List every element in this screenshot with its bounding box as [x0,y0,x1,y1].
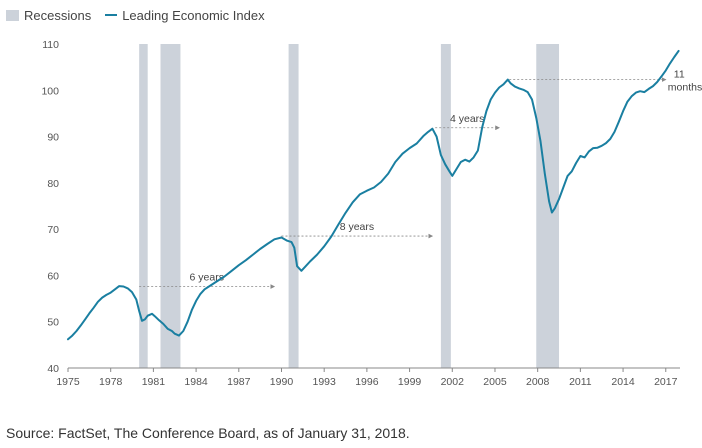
x-tick-label: 1975 [56,376,80,388]
y-tick-label: 70 [47,224,59,236]
y-tick-label: 50 [47,317,59,329]
x-tick-label: 2002 [441,376,465,388]
recession-band [536,44,560,368]
x-tick-label: 2017 [654,376,678,388]
x-tick-label: 2008 [526,376,550,388]
y-tick-label: 90 [47,132,59,144]
lei-series-line [67,49,680,341]
lei-swatch [105,14,118,16]
y-tick-label: 100 [41,85,59,97]
x-tick-label: 2011 [569,376,592,388]
annotation-label: 11 months [668,69,702,94]
recession-band [440,44,451,368]
source-note: Source: FactSet, The Conference Board, a… [6,425,410,441]
series-group [67,49,680,341]
x-tick-label: 1999 [398,376,422,388]
x-tick-label: 2005 [483,376,507,388]
y-tick-label: 110 [42,39,59,51]
x-tick-label: 1993 [313,376,337,388]
recession-band [288,44,299,368]
legend: Recessions Leading Economic Index [6,4,265,26]
x-tick-label: 1996 [355,376,379,388]
annotations: 6 years 8 years 4 years 11 months [139,69,702,289]
x-tick-label: 1978 [99,376,123,388]
axes: 1975 1978 1981 1984 1987 1990 1993 1996 1999 2002… [41,39,680,388]
annotation-label: 4 years [450,113,484,125]
x-tick-label: 1987 [227,376,251,388]
x-tick-label: 1990 [270,376,294,388]
legend-item-recessions: Recessions [6,8,91,23]
y-tick-label: 60 [47,270,59,282]
x-tick-label: 1984 [184,376,208,388]
annotation-label: 8 years [340,221,374,233]
y-tick-label: 80 [47,178,59,190]
x-tick-label: 2014 [611,376,635,388]
lei-chart: 1975 1978 1981 1984 1987 1990 1993 1996 1999 2002… [41,39,702,388]
recession-bands [139,44,560,368]
legend-label-recessions: Recessions [24,7,92,23]
recession-band [139,44,148,368]
annotation-label: 6 years [190,272,224,284]
x-tick-label: 1981 [142,376,166,388]
recession-swatch [6,9,19,21]
legend-label-lei: Leading Economic Index [122,7,265,23]
y-tick-label: 40 [47,363,59,375]
recession-band [160,44,181,368]
legend-item-lei: Leading Economic Index [105,7,265,23]
